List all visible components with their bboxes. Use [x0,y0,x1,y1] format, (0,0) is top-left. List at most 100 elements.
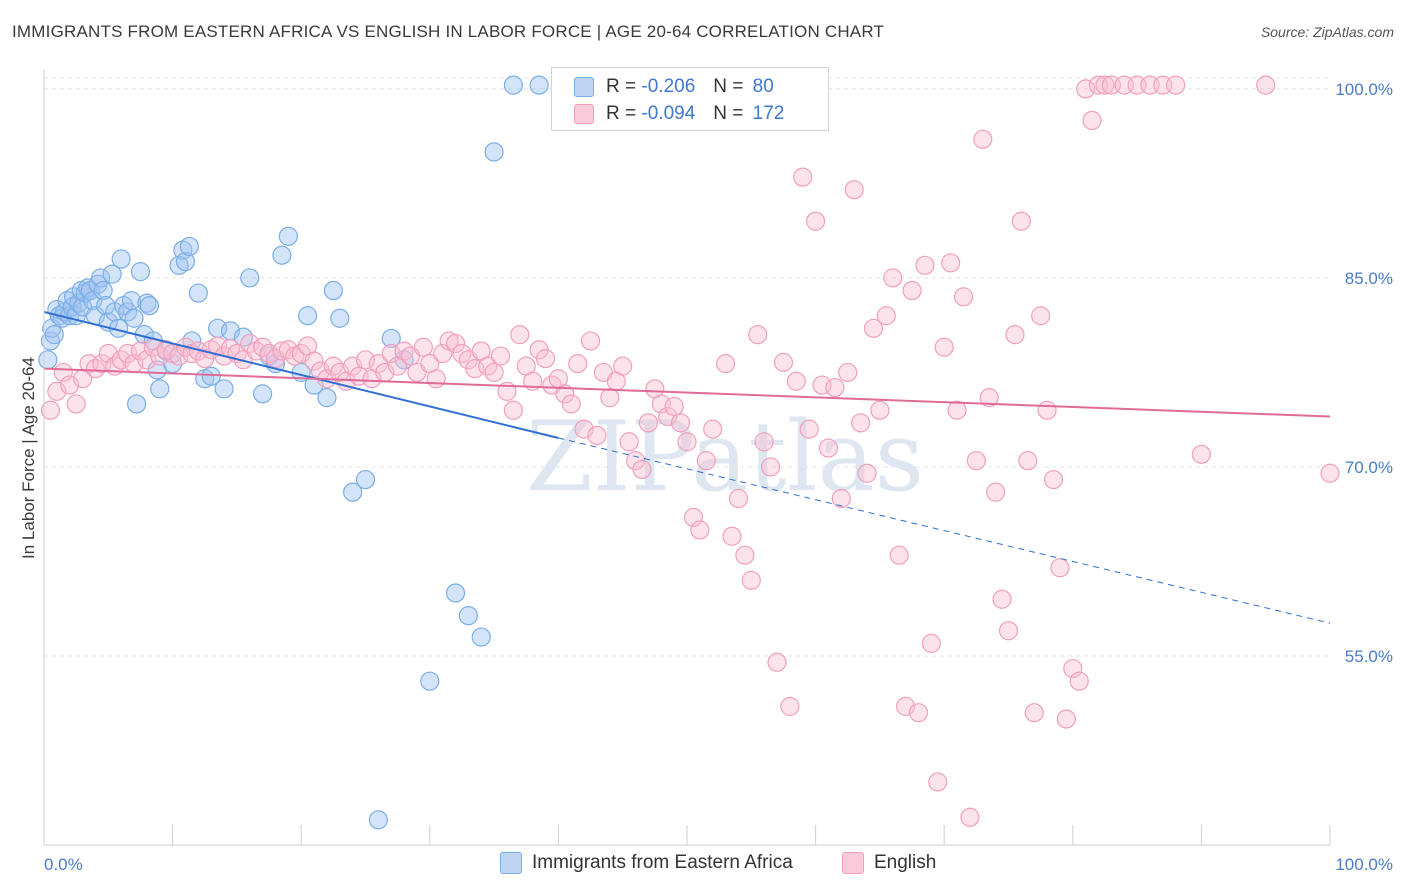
data-point [394,341,414,361]
data-point [773,352,794,372]
legend-label-immigrants: Immigrants from Eastern Africa [532,852,793,873]
data-point [137,293,157,313]
data-point [323,280,343,301]
data-point [126,394,147,414]
series-immigrants-eastern-africa [38,75,549,830]
data-point [580,331,601,351]
legend-n-label: N = [713,76,744,97]
data-point [38,350,58,370]
data-point [420,671,440,691]
data-point [85,359,106,379]
trend-line-immigrants-extension [558,437,1331,624]
data-point [1018,451,1038,471]
data-point [998,621,1019,641]
data-point [844,180,864,200]
x-tick-label: 100.0% [1335,855,1393,874]
chart-title: IMMIGRANTS FROM EASTERN AFRICA VS ENGLIS… [12,22,885,41]
y-tick-label: 55.0% [1345,647,1393,666]
data-point [53,362,73,383]
data-point [278,226,298,246]
data-point [445,583,466,603]
data-point [484,362,504,383]
data-point [947,400,967,420]
data-point [690,520,710,540]
series-english [40,75,1340,827]
data-point [619,432,639,452]
data-point [780,696,800,716]
data-point [1076,79,1096,99]
data-point [1043,469,1064,490]
data-point [93,280,113,301]
legend-swatch-pink [842,852,864,874]
data-point [1069,671,1089,691]
grid-lines [44,77,1330,657]
trend-line-immigrants [43,310,559,439]
data-point [793,167,813,187]
data-point [188,283,208,303]
data-point [703,419,723,439]
legend-r-label: R = [606,103,637,124]
data-point [240,333,260,354]
data-point [748,325,768,345]
data-point [529,75,549,95]
data-point [330,308,350,328]
trend-lines [43,310,1331,624]
legend-swatch-blue [500,852,522,874]
data-point [883,268,903,288]
data-point [1320,463,1340,483]
data-point [503,75,523,95]
data-point [1095,75,1115,95]
data-point [150,379,170,399]
data-point [741,570,761,590]
legend-n-value: 80 [752,76,774,97]
data-point [304,351,324,371]
legend-n-label: N = [713,103,744,124]
data-point [253,384,273,404]
data-point [1191,444,1212,464]
data-point [960,807,980,827]
legend-label-english: English [874,852,937,873]
data-point [1082,110,1102,131]
data-point [966,451,986,471]
data-point [102,264,122,284]
data-point [638,413,659,433]
legend-r-value: -0.206 [641,76,696,97]
data-point [179,236,199,257]
data-point [953,287,974,307]
data-point [490,346,511,366]
data-point [69,293,89,313]
axes [43,70,1331,846]
data-point [805,211,826,231]
data-point [928,772,948,792]
data-point [44,325,64,345]
data-point [1037,400,1057,420]
data-point [728,488,749,509]
data-point [760,457,781,477]
data-point [445,333,466,354]
x-tick-labels: 0.0% 100.0% [44,855,1393,874]
data-point [934,337,954,357]
source-label: Source: ZipAtlas.com [1260,24,1394,40]
data-point [355,350,376,370]
correlation-legend: R = -0.206 N = 80 R = -0.094 N = 172 [551,67,829,131]
data-point [600,388,620,408]
legend-row-english: R = -0.094 N = 172 [574,102,784,126]
y-tick-label: 70.0% [1345,458,1393,477]
data-point [677,432,697,452]
trend-line-english [43,367,1331,418]
data-point [735,545,755,565]
data-point [767,652,787,672]
data-point [986,482,1006,502]
data-point [433,343,453,364]
legend-r-value: -0.094 [641,103,696,124]
data-point [799,419,819,439]
data-point [381,328,401,349]
data-point [535,348,556,369]
data-point [632,459,652,480]
data-point [1024,703,1044,723]
y-tick-labels: 55.0% 70.0% 85.0% 100.0% [1335,80,1393,666]
watermark: ZIPatlas [526,401,924,513]
legend-r-label: R = [606,76,637,97]
data-point [561,394,581,414]
